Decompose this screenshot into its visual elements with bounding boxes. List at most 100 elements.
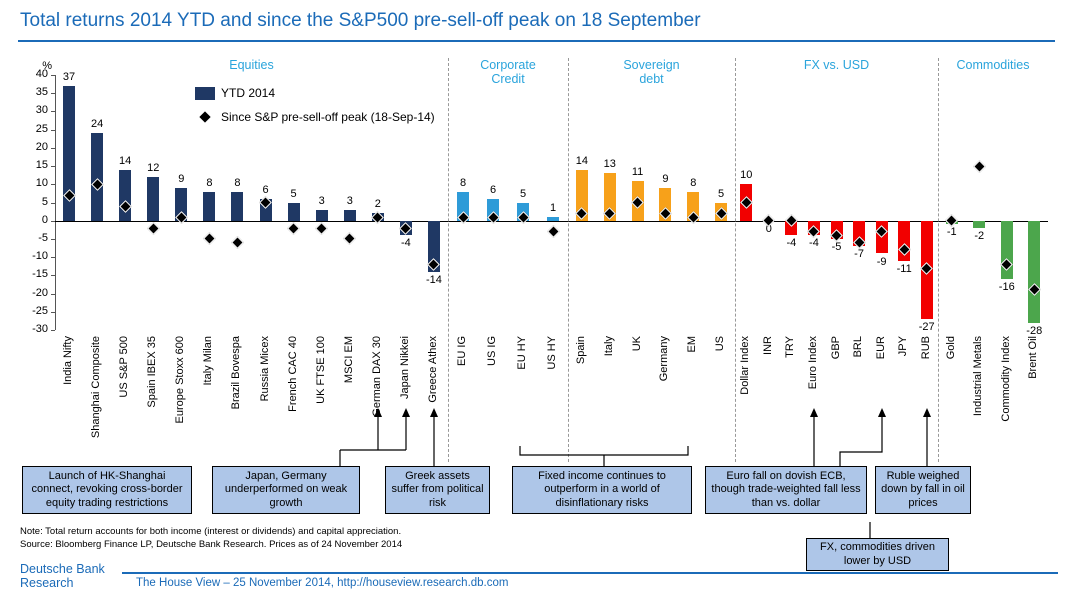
bar-shanghai-composite [91, 133, 104, 221]
category-label: US S&P 500 [118, 336, 131, 398]
bar-value-label: 0 [765, 222, 772, 235]
bar-brazil-bovespa [231, 191, 244, 221]
section-header-sovereign-debt: Sovereign debt [623, 58, 680, 86]
bar-value-label: -9 [876, 255, 887, 268]
bar-italy-milan [203, 191, 216, 221]
bar-value-label: 8 [206, 176, 213, 189]
bar-value-label: -1 [946, 226, 957, 239]
y-axis-label: 15 [35, 159, 48, 172]
category-label: Euro Index [806, 336, 819, 390]
category-label: Italy [602, 336, 615, 357]
houseview-link[interactable]: The House View – 25 November 2014, http:… [136, 577, 509, 589]
callout-ruble-oil: Ruble weighed down by fall in oil prices [875, 466, 971, 514]
y-axis-tick [51, 129, 55, 131]
y-axis-tick [51, 275, 55, 277]
category-label: Germany [658, 336, 671, 382]
footer-rule [122, 572, 1058, 574]
y-axis-label: 35 [35, 86, 48, 99]
category-label: MSCI EM [342, 336, 355, 384]
category-label: UK [630, 336, 643, 352]
y-axis-tick [51, 238, 55, 240]
bar-value-label: 5 [718, 187, 725, 200]
callout-hk-connect: Launch of HK-Shanghai connect, revoking … [22, 466, 192, 514]
y-axis-label: -30 [32, 323, 48, 335]
bar-value-label: -5 [831, 240, 842, 253]
since-marker [203, 232, 216, 246]
since-marker [287, 221, 300, 235]
y-axis-tick [51, 75, 55, 76]
bar-french-cac-40 [287, 202, 300, 221]
category-label: Shanghai Composite [90, 336, 103, 439]
bar-value-label: 14 [575, 154, 589, 167]
bar-uk-ftse-100 [315, 209, 328, 221]
y-axis-label: 25 [35, 122, 48, 135]
bar-value-label: 5 [290, 187, 297, 200]
bar-brent-oil [1028, 220, 1041, 323]
y-axis-label: -10 [32, 250, 48, 263]
callout-greek-assets: Greek assets suffer from political risk [385, 466, 490, 514]
section-separator [448, 58, 449, 462]
y-axis-tick [51, 293, 55, 295]
bar-value-label: 9 [178, 172, 185, 185]
category-label: French CAC 40 [286, 336, 299, 412]
source-text: Source: Bloomberg Finance LP, Deutsche B… [20, 539, 403, 550]
y-axis-label: 20 [35, 140, 48, 153]
category-label: Brazil Bovespa [230, 336, 243, 410]
bar-value-label: 37 [62, 70, 76, 83]
category-label: Greece Athex [426, 336, 439, 403]
y-axis-tick [51, 202, 55, 204]
bar-value-label: 10 [740, 169, 753, 182]
brand-line2: Research [20, 576, 74, 590]
category-label: Brent Oil [1027, 336, 1040, 379]
callout-japan-germany: Japan, Germany underperformed on weak gr… [212, 466, 360, 514]
category-label: Japan Nikkei [398, 336, 411, 399]
bar-us-hy [547, 217, 559, 221]
y-axis-label: -25 [32, 304, 48, 317]
zero-line [55, 220, 1048, 222]
category-label: US [714, 336, 727, 352]
legend-since-label: Since S&P pre-sell-off peak (18-Sep-14) [221, 110, 435, 124]
y-axis-label: -15 [32, 268, 48, 281]
bar-value-label: -11 [896, 262, 912, 275]
bar-value-label: -16 [998, 281, 1015, 293]
category-label: Spain IBEX 35 [146, 336, 159, 408]
bar-value-label: 1 [549, 202, 557, 215]
category-label: RUB [919, 336, 932, 360]
section-header-corporate-credit: Corporate Credit [480, 58, 536, 86]
category-label: Dollar Index [739, 336, 752, 395]
y-axis-label: 0 [41, 213, 48, 226]
since-marker [315, 221, 329, 235]
category-label: BRL [852, 336, 865, 358]
bar-spain-ibex-35 [147, 177, 160, 221]
category-label: Europe Stoxx 600 [174, 336, 187, 424]
category-label: Italy Milan [202, 336, 215, 386]
y-axis-label: 30 [35, 104, 48, 117]
section-separator [938, 58, 939, 462]
bar-value-label: -28 [1026, 324, 1043, 337]
legend-ytd-swatch-icon [195, 87, 215, 100]
category-label: US IG [486, 336, 498, 366]
y-axis-tick [51, 166, 55, 168]
bar-value-label: 6 [489, 183, 497, 196]
bar-value-label: 13 [603, 158, 616, 171]
y-axis-label: 10 [35, 177, 48, 190]
since-marker [343, 232, 357, 246]
category-label: India Nifty [62, 336, 75, 385]
section-header-equities: Equities [229, 58, 274, 72]
since-marker [146, 221, 160, 235]
y-axis-tick [51, 93, 55, 95]
bar-value-label: 3 [318, 194, 325, 207]
y-axis-tick [51, 311, 55, 313]
y-axis-line [55, 75, 56, 330]
bar-value-label: 8 [459, 176, 467, 189]
category-label: UK FTSE 100 [314, 336, 327, 404]
y-axis-tick [51, 220, 55, 222]
category-label: EU HY [516, 336, 528, 370]
bar-value-label: 8 [234, 176, 241, 189]
title-rule [18, 40, 1055, 42]
category-label: Gold [944, 336, 957, 360]
category-label: EUR [874, 336, 887, 360]
y-axis-label: -5 [38, 231, 48, 244]
bar-value-label: 2 [374, 198, 381, 211]
